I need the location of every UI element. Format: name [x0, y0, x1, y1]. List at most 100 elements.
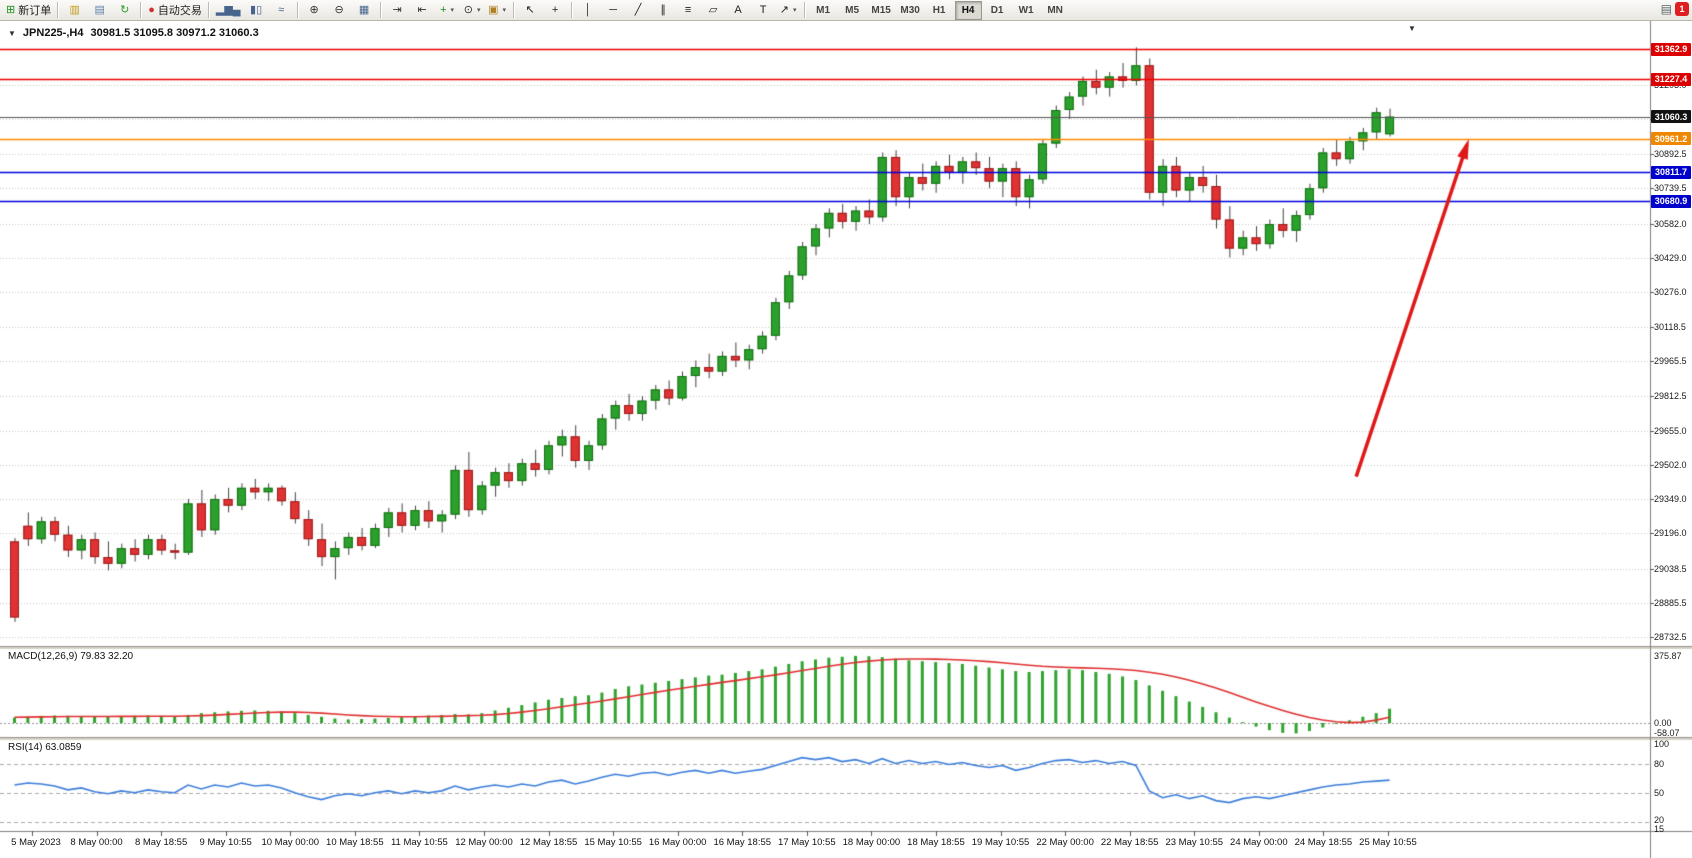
horizontal-line-button[interactable]: ─ — [601, 0, 626, 20]
rsi-axis-label: 50 — [1654, 787, 1665, 798]
time-axis-label: 24 May 00:00 — [1230, 837, 1288, 848]
timeframe-d1[interactable]: D1 — [990, 4, 1004, 16]
toolbar: ▤ 1 ⊞ 新订单 ▥ ▤ ↻ ● 自动交易 ▂▆▄ ▮▯ ≈ ⊕ ⊖ ▦ ⇥ ⇤ + ▾ ⊙ ▾ ▣ ▾ ↖ + │ ─ ╱ ∥ ≡… — [0, 0, 1692, 21]
chart-mini-icon: ▤ — [1660, 2, 1672, 16]
rsi-axis-label: 20 — [1654, 815, 1665, 826]
new-chart-button[interactable]: ▥ — [62, 0, 87, 20]
chart-dropdown-triangle[interactable]: ▼ — [8, 28, 16, 38]
timeframe-mn[interactable]: MN — [1047, 4, 1063, 16]
timeframe-m1[interactable]: M1 — [816, 4, 831, 16]
chart-shift-icon: ⇤ — [417, 3, 427, 16]
bar-chart-button[interactable]: ▂▆▄ — [213, 0, 244, 20]
price-axis-label: 30892.5 — [1654, 149, 1687, 160]
toolbar-separator — [512, 2, 515, 18]
time-axis-label: 10 May 18:55 — [326, 837, 384, 848]
periods-icon: ⊙ — [463, 3, 473, 16]
price-axis-label: 29812.5 — [1654, 390, 1687, 401]
timeframe-m15[interactable]: M15 — [871, 4, 891, 16]
line-chart-icon: ≈ — [278, 3, 285, 16]
fibonacci-button[interactable]: ≡ — [676, 0, 701, 20]
vertical-line-icon: │ — [584, 3, 592, 16]
macd-axis-label: -58.07 — [1654, 728, 1680, 739]
tile-windows-button[interactable]: ▦ — [352, 0, 377, 20]
time-axis-label: 10 May 00:00 — [261, 837, 320, 848]
candlestick-chart-icon: ▮▯ — [250, 3, 263, 16]
vertical-line-button[interactable]: │ — [576, 0, 601, 20]
price-axis-label: 29038.5 — [1654, 563, 1687, 574]
price-badge: 30811.7 — [1651, 165, 1691, 179]
chart-title-ohlc: 30981.5 31095.8 30971.2 31060.3 — [90, 27, 259, 39]
price-badge: 31227.4 — [1651, 72, 1691, 86]
crosshair-icon: + — [551, 3, 559, 16]
toolbar-separator — [570, 2, 573, 18]
trendline-icon: ╱ — [634, 3, 642, 16]
rsi-axis-label: 15 — [1654, 823, 1665, 834]
timeframe-m30[interactable]: M30 — [900, 4, 920, 16]
autotrading-button[interactable]: ● 自动交易 — [145, 0, 205, 20]
label-button[interactable]: T — [751, 0, 776, 20]
price-axis-label: 29196.0 — [1654, 528, 1687, 539]
new-order-button[interactable]: ⊞ 新订单 — [3, 0, 54, 20]
chart-area: 31203.031050.030892.530739.530582.030429… — [0, 21, 1692, 858]
indicators-icon: + — [440, 3, 447, 16]
chart-shift-marker[interactable]: ▼ — [1408, 24, 1416, 33]
rsi-label: RSI(14) 63.0859 — [8, 742, 82, 753]
price-badge: 30680.9 — [1651, 194, 1691, 208]
timeframe-w1[interactable]: W1 — [1018, 4, 1034, 16]
toolbar-separator — [296, 2, 299, 18]
price-badge: 31362.9 — [1651, 42, 1691, 56]
chart-title: ▼ JPN225-,H4 30981.5 31095.8 30971.2 310… — [8, 27, 259, 39]
chart-shift-button[interactable]: ⇤ — [410, 0, 435, 20]
zoom-out-icon: ⊖ — [334, 3, 344, 16]
candlestick-chart-button[interactable]: ▮▯ — [244, 0, 269, 20]
timeframe-h1[interactable]: H1 — [932, 4, 946, 16]
label-icon: T — [759, 3, 767, 16]
price-badge: 31060.3 — [1651, 110, 1691, 124]
time-axis-label: 19 May 10:55 — [971, 837, 1030, 848]
timeframe-h4[interactable]: H4 — [954, 0, 982, 20]
templates-button[interactable]: ▣ ▾ — [485, 0, 510, 20]
time-axis-label: 16 May 18:55 — [713, 837, 772, 848]
chevron-down-icon: ▾ — [502, 7, 507, 14]
refresh-button[interactable]: ↻ — [112, 0, 137, 20]
time-axis-label: 17 May 10:55 — [778, 837, 836, 848]
time-axis-label: 5 May 2023 — [11, 837, 61, 848]
profiles-button[interactable]: ▤ — [87, 0, 112, 20]
price-axis-label: 29349.0 — [1654, 494, 1687, 505]
time-axis-label: 15 May 10:55 — [584, 837, 642, 848]
price-axis-label: 30276.0 — [1654, 286, 1687, 297]
trendline-button[interactable]: ╱ — [626, 0, 651, 20]
templates-icon: ▣ — [488, 3, 499, 16]
zoom-in-button[interactable]: ⊕ — [302, 0, 327, 20]
toolbar-separator — [140, 2, 143, 18]
indicators-button[interactable]: + ▾ — [435, 0, 460, 20]
time-axis-label: 11 May 10:55 — [390, 837, 448, 848]
price-axis-label: 29502.0 — [1654, 459, 1687, 470]
channel-icon: ∥ — [660, 3, 666, 16]
periods-button[interactable]: ⊙ ▾ — [460, 0, 485, 20]
shapes-button[interactable]: ▱ — [701, 0, 726, 20]
time-axis-label: 23 May 10:55 — [1165, 837, 1224, 848]
zoom-out-button[interactable]: ⊖ — [327, 0, 352, 20]
text-icon: A — [734, 3, 742, 16]
price-axis-label: 30429.0 — [1654, 252, 1687, 263]
toolbar-separator — [57, 2, 60, 18]
notification-area[interactable]: ▤ 1 — [1661, 2, 1689, 16]
profiles-icon: ▤ — [94, 3, 105, 16]
crosshair-button[interactable]: + — [543, 0, 568, 20]
refresh-icon: ↻ — [120, 3, 130, 16]
time-axis-label: 8 May 00:00 — [70, 837, 123, 848]
arrows-button[interactable]: ↗ ▾ — [776, 0, 801, 20]
auto-scroll-button[interactable]: ⇥ — [385, 0, 410, 20]
notification-badge[interactable]: 1 — [1675, 2, 1689, 16]
cursor-button[interactable]: ↖ — [518, 0, 543, 20]
price-axis-label: 28885.5 — [1654, 597, 1687, 608]
line-chart-button[interactable]: ≈ — [269, 0, 294, 20]
candlestick-chart-canvas[interactable] — [0, 21, 1692, 858]
text-button[interactable]: A — [726, 0, 751, 20]
channel-button[interactable]: ∥ — [651, 0, 676, 20]
macd-label: MACD(12,26,9) 79.83 32.20 — [8, 651, 134, 662]
time-axis-label: 9 May 10:55 — [199, 837, 252, 848]
time-axis-label: 8 May 18:55 — [134, 837, 188, 848]
timeframe-m5[interactable]: M5 — [845, 4, 860, 16]
